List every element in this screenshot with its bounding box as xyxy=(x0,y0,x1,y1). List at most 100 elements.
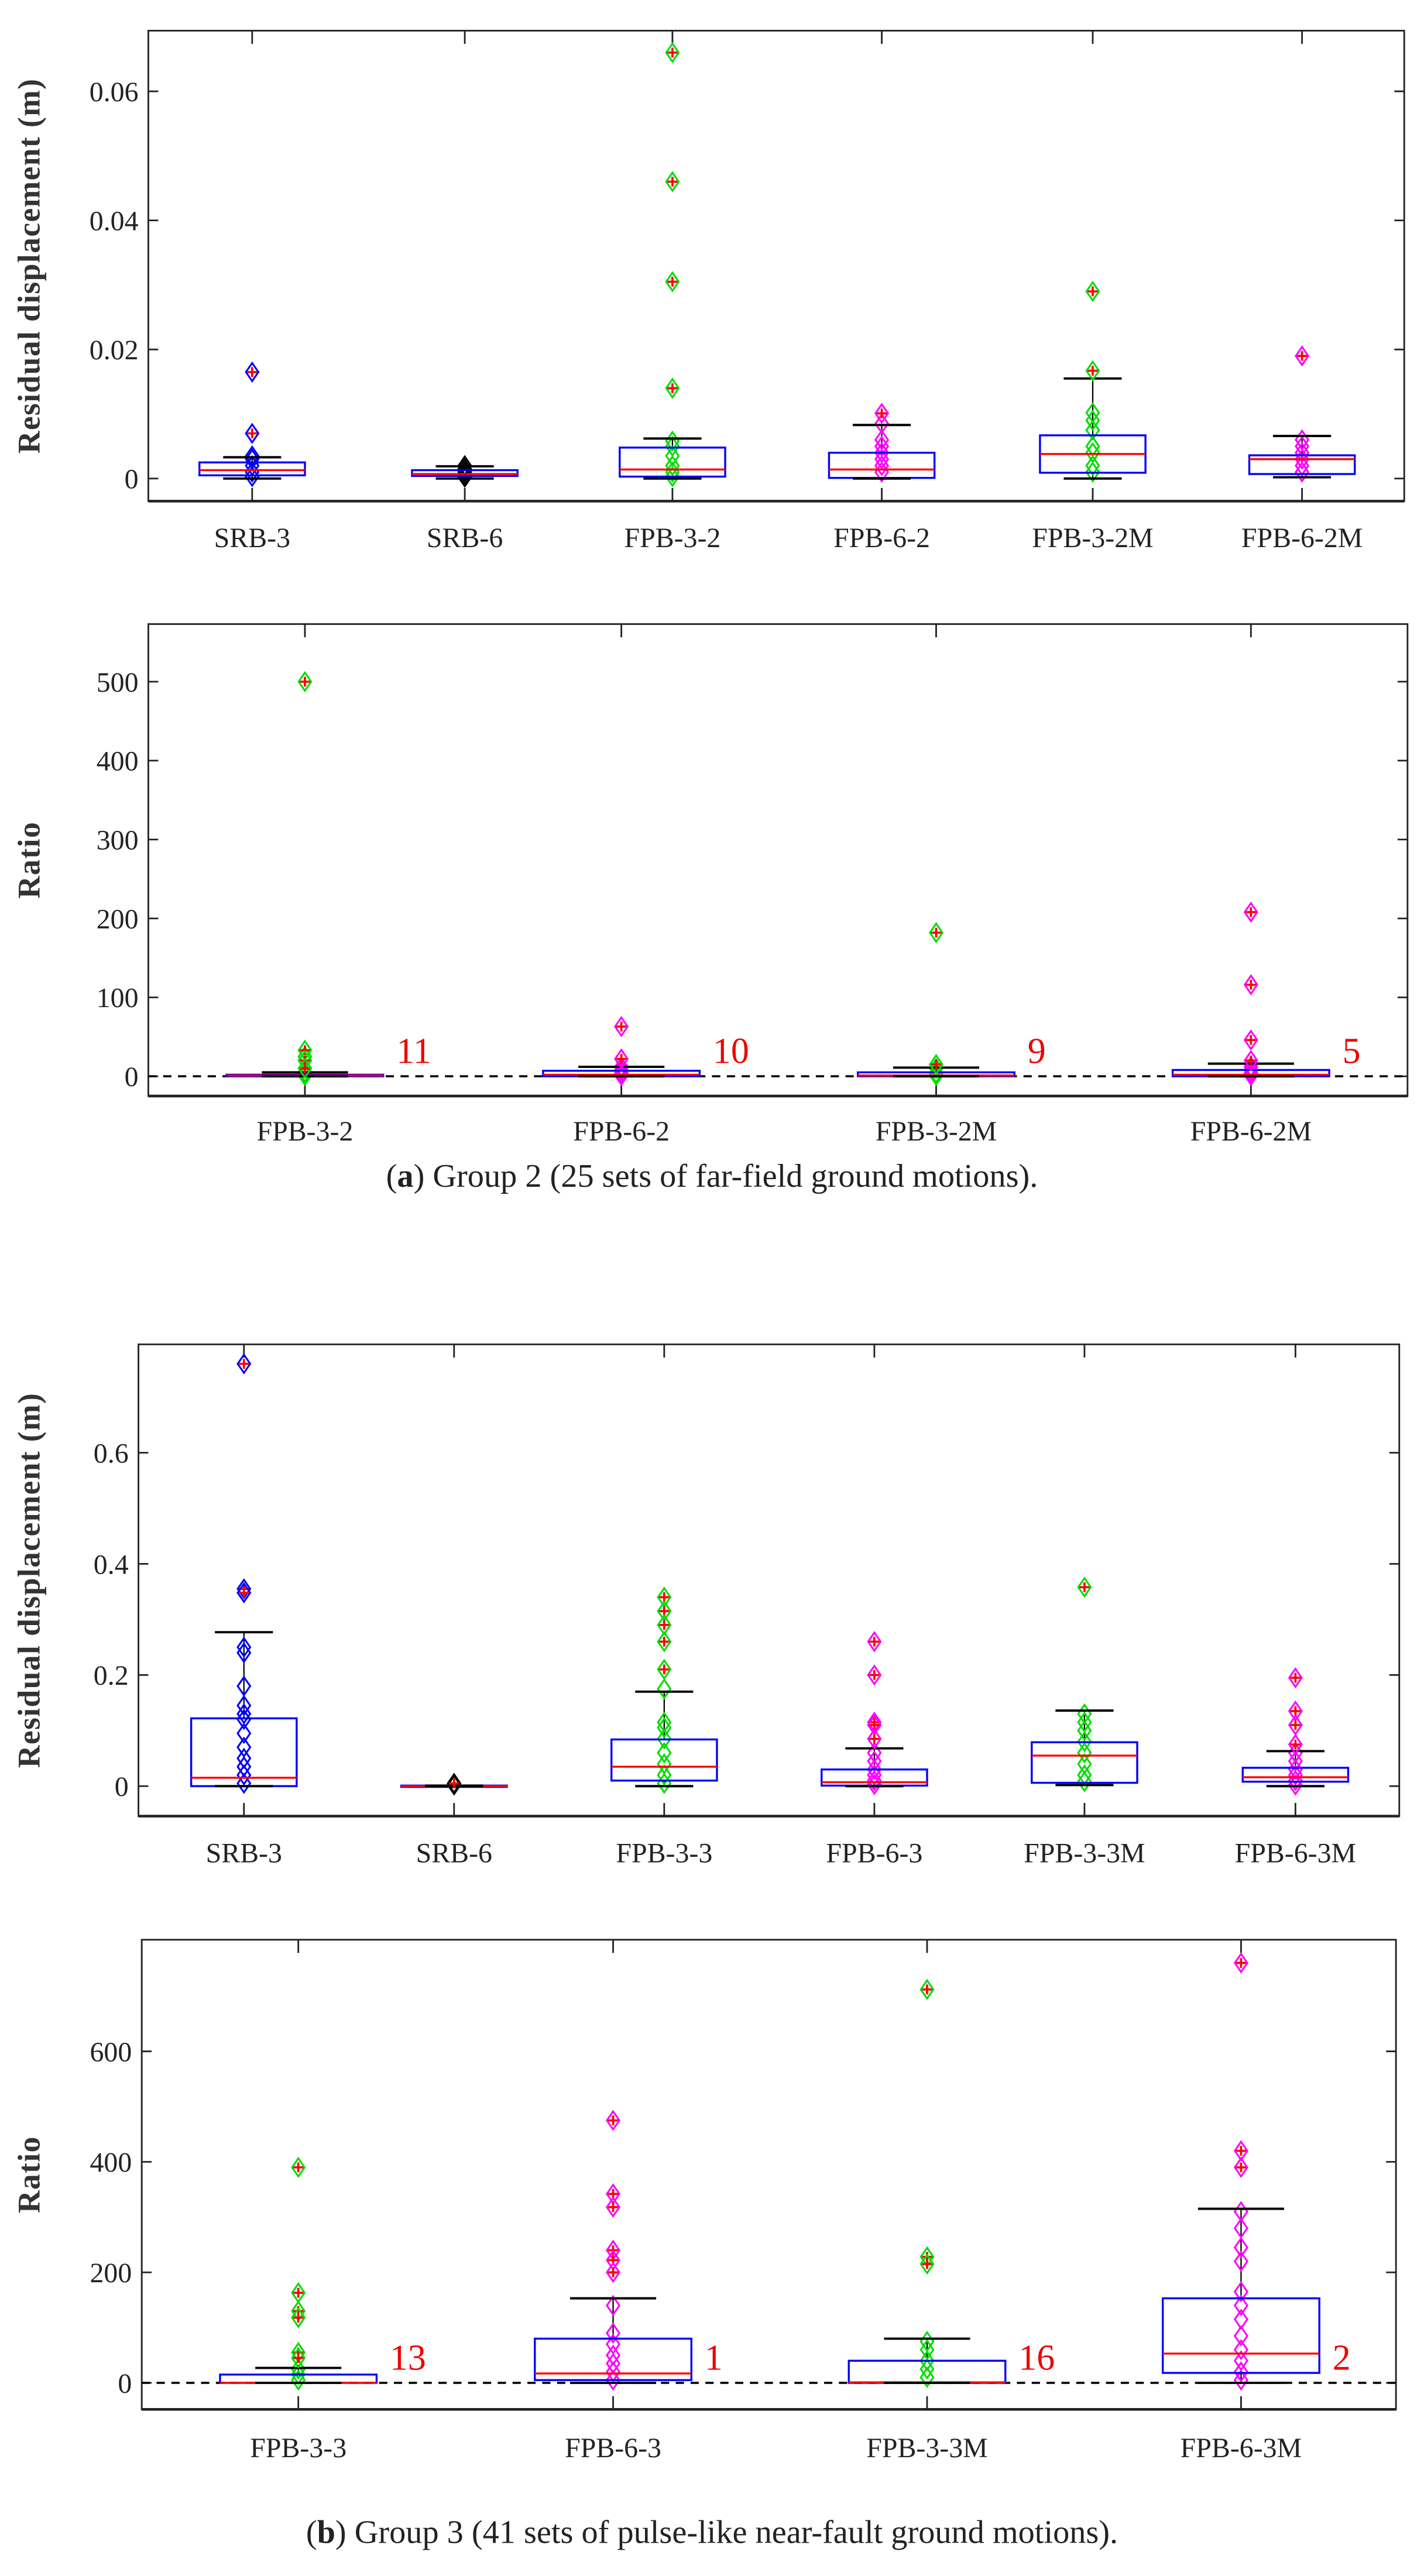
outlier-marker xyxy=(877,408,887,418)
count-annotation: 1 xyxy=(705,2338,723,2378)
x-tick-label: FPB-3-2M xyxy=(876,1116,997,1147)
count-annotation: 9 xyxy=(1028,1032,1046,1071)
outlier-diamond xyxy=(1243,1029,1258,1051)
outlier-marker xyxy=(293,2353,304,2363)
data-point xyxy=(874,455,890,476)
outlier-marker xyxy=(1087,286,1098,297)
outlier-marker xyxy=(667,177,678,187)
outlier-marker xyxy=(293,2313,304,2323)
outlier-marker xyxy=(1245,907,1256,918)
outlier-marker xyxy=(659,1620,670,1630)
outlier-diamond xyxy=(928,1053,944,1076)
outlier-diamond xyxy=(236,1578,252,1600)
caption-b: (b) Group 3 (41 sets of pulse-like near-… xyxy=(306,2514,1118,2550)
x-tick-label: FPB-3-3M xyxy=(866,2433,987,2464)
outlier-diamond xyxy=(605,2110,621,2131)
y-tick-label: 400 xyxy=(90,2147,132,2178)
data-point xyxy=(236,1695,252,1716)
outlier-diamond xyxy=(665,271,680,293)
outlier-marker xyxy=(1245,980,1256,990)
x-tick-label: FPB-3-2 xyxy=(624,523,720,554)
data-point xyxy=(874,429,890,451)
outlier-diamond xyxy=(665,171,680,193)
y-tick-label: 0.04 xyxy=(90,206,139,237)
caption-a: (a) Group 2 (25 sets of far-field ground… xyxy=(386,1158,1038,1194)
outlier-diamond xyxy=(297,671,313,693)
data-point xyxy=(1233,2251,1249,2272)
data-point xyxy=(447,1774,462,1796)
outlier-marker xyxy=(608,2115,618,2125)
box xyxy=(1248,454,1356,475)
data-point xyxy=(867,1764,882,1786)
axes-frame xyxy=(140,1939,1397,2410)
data-point xyxy=(1077,1731,1092,1753)
y-tick-label: 200 xyxy=(97,904,139,935)
data-point xyxy=(605,2295,621,2316)
outlier-marker xyxy=(1236,2162,1246,2173)
data-point xyxy=(665,455,680,476)
x-tick-label: SRB-6 xyxy=(416,1837,492,1869)
data-point xyxy=(245,466,260,487)
y-tick-label: 400 xyxy=(97,746,139,777)
chart-panel-2: 0 100 200 300 400 500 Ratio FPB-3-2 11 FPB-6-2 10 F… xyxy=(12,623,1409,1147)
outlier-marker xyxy=(1236,1957,1246,1968)
x-tick-label: FPB-6-2M xyxy=(1241,523,1363,554)
outlier-marker xyxy=(869,1636,880,1647)
data-point xyxy=(1233,2295,1249,2316)
count-annotation: 10 xyxy=(713,1032,749,1071)
outlier-diamond xyxy=(657,1631,672,1653)
x-tick-label: FPB-3-2 xyxy=(257,1116,354,1147)
chart-panel-4: 0 200 400 600 Ratio FPB-3-3 13 FPB-6-3 1 FPB-3-3M… xyxy=(12,1939,1397,2464)
data-point xyxy=(657,1717,672,1739)
data-point xyxy=(665,445,680,467)
outlier-diamond xyxy=(245,423,260,444)
y-axis-label: Ratio xyxy=(12,822,47,899)
outlier-marker xyxy=(667,383,678,393)
axes-frame xyxy=(138,1343,1401,1817)
caption-a-text: Group 2 (25 sets of far-field ground mot… xyxy=(424,1158,1038,1194)
axes-frame xyxy=(147,623,1409,1097)
outlier-diamond xyxy=(614,1048,629,1070)
data-point xyxy=(236,1709,252,1730)
x-tick-label: FPB-3-3 xyxy=(250,2433,346,2464)
data-point xyxy=(919,2367,935,2388)
data-point xyxy=(1233,2361,1249,2383)
y-tick-label: 100 xyxy=(97,983,139,1014)
outlier-diamond xyxy=(605,2261,621,2283)
data-point xyxy=(1077,1753,1092,1775)
outlier-diamond xyxy=(1077,1576,1092,1598)
y-tick-label: 200 xyxy=(90,2258,132,2289)
chart-panel-3: 0 0.2 0.4 0.6 Residual displacement (m) SRB-3… xyxy=(12,1343,1401,1869)
data-point xyxy=(236,1642,252,1664)
outlier-diamond xyxy=(928,922,944,943)
outlier-marker xyxy=(239,1359,249,1369)
data-point xyxy=(1233,2369,1249,2391)
outlier-diamond xyxy=(291,2156,306,2178)
outlier-marker xyxy=(1290,1739,1301,1750)
outlier-diamond xyxy=(874,403,890,424)
outlier-marker xyxy=(616,1021,627,1032)
x-tick-label: FPB-3-3 xyxy=(616,1837,712,1869)
data-point xyxy=(1288,1764,1303,1786)
outlier-marker xyxy=(616,1054,627,1064)
y-tick-label: 0 xyxy=(115,1771,129,1802)
y-tick-label: 0 xyxy=(125,1062,139,1093)
y-tick-label: 0.4 xyxy=(94,1549,129,1580)
data-point xyxy=(874,413,890,435)
data-point xyxy=(236,1722,252,1744)
outlier-diamond xyxy=(867,1664,882,1686)
outlier-marker xyxy=(659,1636,670,1647)
data-point xyxy=(657,1678,672,1700)
outlier-marker xyxy=(659,1664,670,1675)
data-point xyxy=(1243,1059,1258,1081)
data-point xyxy=(1077,1742,1092,1764)
y-tick-label: 300 xyxy=(97,825,139,856)
outlier-diamond xyxy=(657,1658,672,1681)
y-tick-label: 0.02 xyxy=(90,335,139,366)
outlier-diamond xyxy=(1233,1952,1249,1974)
x-tick-label: FPB-3-3M xyxy=(1024,1837,1145,1869)
outlier-marker xyxy=(869,1734,880,1744)
outlier-diamond xyxy=(236,1582,252,1603)
data-point xyxy=(919,2358,935,2380)
